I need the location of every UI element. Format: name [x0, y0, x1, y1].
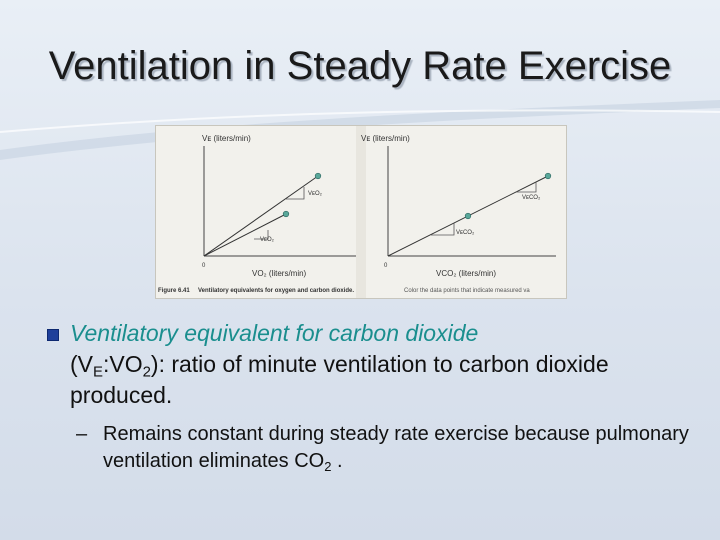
figure-caption-title: Ventilatory equivalents for oxygen and c…	[198, 288, 354, 294]
bullet-1-sub-2: 2	[142, 363, 151, 381]
bullet-1-lead: Ventilatory equivalent for carbon dioxid…	[70, 320, 479, 346]
left-y-axis-label: Vᴇ (liters/min)	[202, 134, 251, 143]
right-upper-label: VᴇCO₂	[522, 195, 541, 201]
left-panel-graph: Vᴇ (liters/min) 0 VO₂ (liters/min) VᴇO₂ …	[202, 134, 358, 278]
left-origin-label: 0	[202, 263, 206, 269]
right-panel-graph: Vᴇ (liters/min) 0 VCO₂ (liters/min) VᴇCO…	[361, 134, 556, 278]
bullet-1-mid: :VO	[102, 351, 143, 377]
right-x-axis-label: VCO₂ (liters/min)	[436, 269, 496, 278]
right-origin-label: 0	[384, 263, 388, 269]
right-lower-label: VᴇCO₂	[456, 230, 475, 236]
bullet-1-paren-open: (V	[70, 351, 93, 377]
left-upper-line-label: VᴇO₂	[308, 191, 323, 197]
bullet-2-end: .	[331, 450, 343, 472]
ventilatory-equivalent-graphs: Vᴇ (liters/min) 0 VO₂ (liters/min) VᴇO₂ …	[158, 126, 556, 298]
bullet-1-rest: ): ratio of minute ventilation to carbon…	[70, 351, 609, 408]
bullet-item-1: Ventilatory equivalent for carbon dioxid…	[46, 318, 696, 411]
bullet-2-text: Remains constant during steady rate exer…	[103, 423, 689, 472]
right-y-axis-label: Vᴇ (liters/min)	[361, 134, 410, 143]
figure-caption-number: Figure 6.41	[158, 288, 190, 294]
left-lower-line-label: VᴇO₂	[260, 237, 275, 243]
figure-image: Vᴇ (liters/min) 0 VO₂ (liters/min) VᴇO₂ …	[155, 125, 567, 299]
bullet-square-icon	[47, 329, 59, 341]
bullet-2-sub: 2	[324, 458, 332, 474]
bullet-list: Ventilatory equivalent for carbon dioxid…	[46, 318, 696, 475]
sub-bullet-dash: –	[76, 423, 88, 445]
figure-caption-text: Color the data points that indicate meas…	[404, 288, 530, 294]
slide-title: Ventilation in Steady Rate Exercise	[48, 44, 672, 88]
bullet-item-2: – Remains constant during steady rate ex…	[76, 421, 696, 475]
bullet-1-sub-e: E	[93, 363, 103, 381]
left-x-axis-label: VO₂ (liters/min)	[252, 269, 307, 278]
